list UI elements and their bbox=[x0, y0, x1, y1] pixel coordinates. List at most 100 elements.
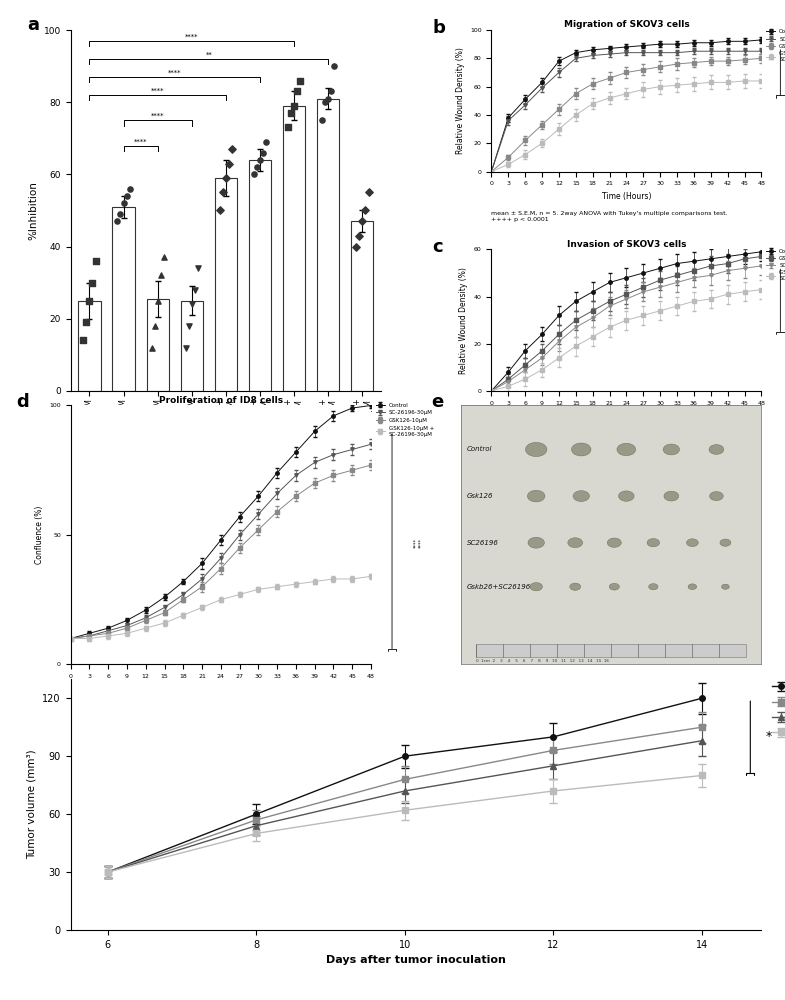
Point bbox=[158, 249, 170, 265]
Text: mean ± S.E.M, n = 3: mean ± S.E.M, n = 3 bbox=[71, 706, 144, 712]
Point bbox=[77, 332, 89, 348]
Point bbox=[250, 159, 263, 175]
Ellipse shape bbox=[528, 537, 544, 548]
Ellipse shape bbox=[617, 443, 636, 456]
Y-axis label: Tumor volume (mm³): Tumor volume (mm³) bbox=[27, 750, 37, 859]
Ellipse shape bbox=[721, 584, 729, 589]
Ellipse shape bbox=[571, 443, 591, 456]
Text: d: d bbox=[16, 393, 29, 411]
Ellipse shape bbox=[573, 491, 590, 502]
Point bbox=[220, 170, 232, 186]
Bar bbox=[112, 207, 134, 391]
Text: ****: **** bbox=[185, 34, 199, 40]
Legend: Control, SC-26196-30μM, GSK126-10μM, GSK126-10μM +
SC-26196-30μM: Control, SC-26196-30μM, GSK126-10μM, GSK… bbox=[764, 27, 785, 64]
Text: c: c bbox=[432, 238, 443, 256]
Text: ****: **** bbox=[134, 138, 148, 144]
Ellipse shape bbox=[609, 583, 619, 590]
Text: **: ** bbox=[206, 52, 212, 58]
X-axis label: Time (Hours): Time (Hours) bbox=[601, 411, 652, 420]
Bar bbox=[317, 99, 339, 391]
Text: e: e bbox=[431, 393, 444, 411]
Point bbox=[362, 184, 374, 200]
Point bbox=[217, 184, 229, 200]
Text: Gsk126: Gsk126 bbox=[467, 493, 494, 499]
Ellipse shape bbox=[568, 538, 582, 548]
Point bbox=[86, 275, 99, 291]
Point bbox=[226, 141, 239, 157]
Point bbox=[288, 98, 301, 114]
Ellipse shape bbox=[530, 583, 542, 591]
Bar bbox=[78, 301, 100, 391]
Bar bbox=[249, 160, 271, 391]
Ellipse shape bbox=[525, 442, 547, 457]
Bar bbox=[147, 299, 169, 391]
Point bbox=[214, 202, 226, 218]
Y-axis label: %Inhibition: %Inhibition bbox=[28, 181, 38, 240]
Point bbox=[89, 253, 102, 269]
Point bbox=[148, 318, 161, 334]
Point bbox=[291, 83, 304, 99]
Text: ****: **** bbox=[151, 88, 164, 94]
Point bbox=[152, 293, 164, 309]
Text: ****: **** bbox=[151, 113, 164, 119]
Point bbox=[282, 119, 294, 135]
Title: Migration of SKOV3 cells: Migration of SKOV3 cells bbox=[564, 20, 689, 29]
Point bbox=[356, 213, 369, 229]
Ellipse shape bbox=[608, 538, 621, 547]
Ellipse shape bbox=[619, 491, 634, 501]
Point bbox=[353, 228, 366, 244]
Point bbox=[80, 314, 93, 330]
Point bbox=[328, 58, 341, 74]
Bar bbox=[215, 178, 237, 391]
Ellipse shape bbox=[688, 584, 696, 590]
Point bbox=[111, 213, 124, 229]
Point bbox=[350, 239, 363, 255]
Text: ****
****: **** **** bbox=[413, 538, 424, 548]
Point bbox=[285, 105, 298, 121]
Point bbox=[145, 340, 158, 356]
X-axis label: Time (Hours): Time (Hours) bbox=[601, 192, 652, 201]
Legend: Control, SC-26196-30μM, GSK126-10μM, GSK126-10μM +
SC-26196-30μM: Control, SC-26196-30μM, GSK126-10μM, GSK… bbox=[374, 400, 436, 439]
Text: Control: Control bbox=[467, 446, 493, 452]
Ellipse shape bbox=[663, 444, 680, 455]
Text: SC26196: SC26196 bbox=[467, 540, 499, 546]
Text: mean ± S.E.M, n = 5. 2way ANOVA with Tukey's multiple comparisons test.
++++ p <: mean ± S.E.M, n = 5. 2way ANOVA with Tuk… bbox=[491, 431, 728, 441]
Point bbox=[123, 181, 136, 197]
Y-axis label: Relative Wound Density (%): Relative Wound Density (%) bbox=[459, 267, 469, 374]
Point bbox=[83, 293, 96, 309]
Title: Invasion of SKOV3 cells: Invasion of SKOV3 cells bbox=[567, 240, 686, 249]
Point bbox=[179, 340, 192, 356]
Y-axis label: Relative Wound Density (%): Relative Wound Density (%) bbox=[455, 47, 465, 154]
Point bbox=[257, 145, 269, 161]
Bar bbox=[476, 644, 747, 657]
Point bbox=[188, 282, 201, 298]
Ellipse shape bbox=[709, 445, 724, 454]
Legend: Control (n=11), GSK126 (n=11), SC26196 (n=12), GSK126+SC26196 (n=12): Control (n=11), GSK126 (n=11), SC26196 (… bbox=[769, 679, 785, 741]
Legend: Control, GSK126-10μM, SC-26196-30μM, GSK126-10μM +
SC-26196-30μM: Control, GSK126-10μM, SC-26196-30μM, GSK… bbox=[764, 247, 785, 283]
Point bbox=[117, 195, 130, 211]
Point bbox=[316, 112, 328, 128]
Text: a: a bbox=[27, 16, 39, 34]
Point bbox=[114, 206, 126, 222]
Ellipse shape bbox=[570, 583, 581, 590]
Point bbox=[155, 267, 167, 283]
Ellipse shape bbox=[687, 539, 698, 547]
Bar bbox=[283, 106, 305, 391]
Point bbox=[192, 260, 204, 276]
Title: Proliferation of ID8 cells: Proliferation of ID8 cells bbox=[159, 396, 283, 405]
Bar bbox=[181, 301, 203, 391]
Text: *: * bbox=[765, 730, 772, 743]
Point bbox=[185, 296, 198, 312]
Point bbox=[325, 83, 338, 99]
Point bbox=[360, 202, 372, 218]
Point bbox=[247, 166, 260, 182]
Point bbox=[223, 156, 235, 172]
Ellipse shape bbox=[647, 539, 659, 547]
Point bbox=[260, 134, 272, 150]
Point bbox=[182, 318, 195, 334]
Text: mean ± S.E.M
n = 5
one-way ANOVA followed by Dunnett's multiple comparisons test: mean ± S.E.M n = 5 one-way ANOVA followe… bbox=[71, 589, 345, 630]
Text: b: b bbox=[432, 19, 445, 37]
X-axis label: Days after tumor inoculation: Days after tumor inoculation bbox=[326, 955, 506, 965]
Ellipse shape bbox=[528, 490, 545, 502]
Ellipse shape bbox=[710, 492, 723, 501]
